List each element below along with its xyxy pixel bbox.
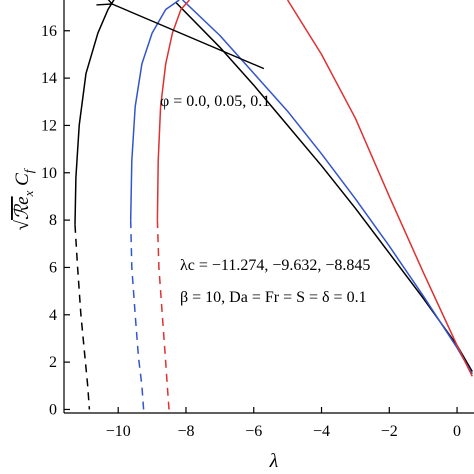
curve-2-lower-branch <box>156 220 170 410</box>
y-tick-label: 10 <box>41 165 57 182</box>
y-tick-label: 12 <box>41 117 57 134</box>
x-tick-label: −10 <box>106 423 131 440</box>
y-tick-label: 0 <box>49 401 57 418</box>
phi-annotation: φ = 0.0, 0.05, 0.1 <box>160 93 270 110</box>
y-axis-label: √ℛex Cf <box>12 167 36 230</box>
parameters-annotation: β = 10, Da = Fr = S = δ = 0.1 <box>180 289 367 306</box>
x-tick-label: −2 <box>381 423 398 440</box>
x-tick-label: 0 <box>453 423 461 440</box>
x-ticks: −10 −8 −6 −4 −2 0 <box>106 407 461 440</box>
axes: −10 −8 −6 −4 −2 0 0 2 4 6 8 10 12 14 16 <box>41 0 474 440</box>
curve-0-lower-branch <box>74 224 91 410</box>
curves-layer <box>74 0 473 410</box>
y-tick-label: 16 <box>41 23 57 40</box>
lambda-c-annotation: λc = −11.274, −9.632, −8.845 <box>180 257 370 274</box>
x-tick-label: −6 <box>245 423 262 440</box>
y-tick-label: 14 <box>41 70 57 87</box>
x-axis-label: λ <box>269 450 279 472</box>
curve-2-upper-branch <box>156 0 190 221</box>
curve-2-descending-branch <box>286 0 473 377</box>
curve-1-upper-branch <box>129 0 180 221</box>
x-tick-label: −4 <box>313 423 330 440</box>
y-tick-label: 6 <box>49 259 57 276</box>
y-tick-label: 4 <box>49 307 57 324</box>
curve-1-lower-branch <box>129 220 145 410</box>
x-tick-label: −8 <box>177 423 194 440</box>
y-tick-label: 2 <box>49 354 57 371</box>
y-ticks: 0 2 4 6 8 10 12 14 16 <box>41 23 70 418</box>
phi-arrow <box>112 4 265 70</box>
curve-1-descending-branch <box>182 0 473 375</box>
svg-text:√ℛex Cf: √ℛex Cf <box>12 167 36 230</box>
curve-0-upper-branch <box>74 0 115 225</box>
y-tick-label: 8 <box>49 212 57 229</box>
